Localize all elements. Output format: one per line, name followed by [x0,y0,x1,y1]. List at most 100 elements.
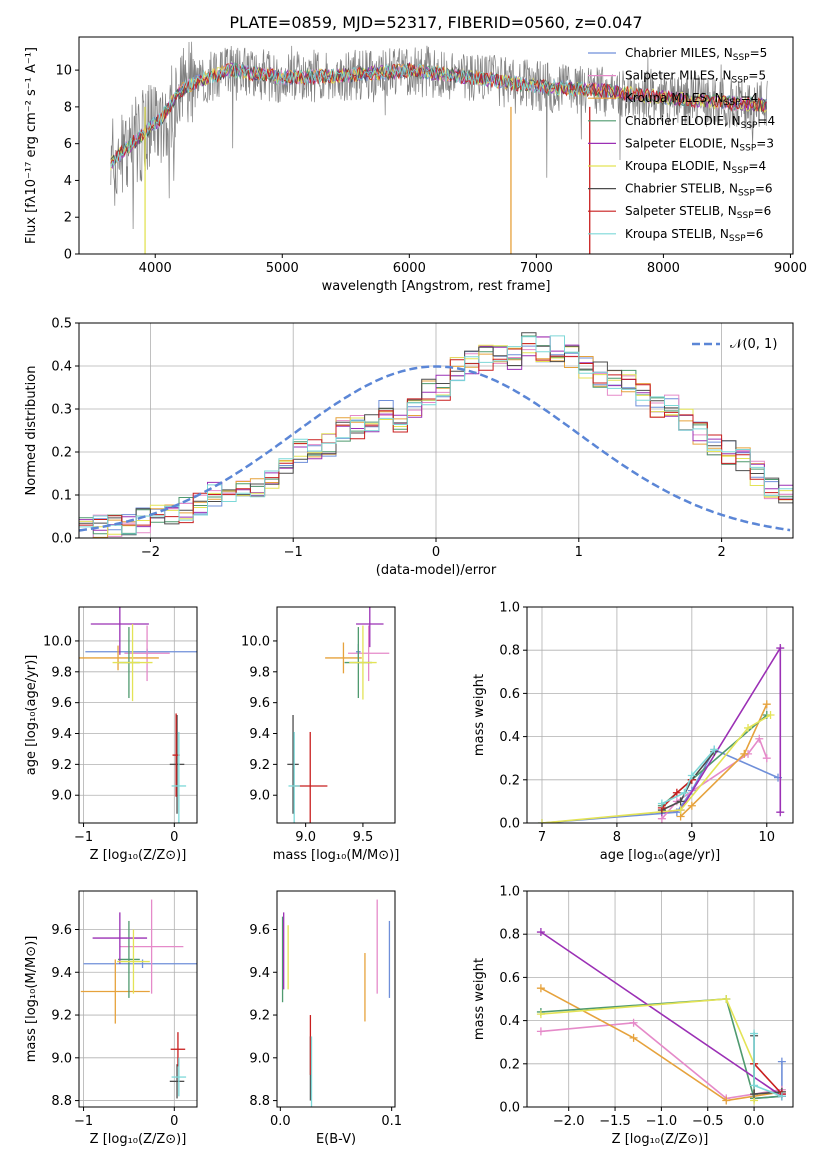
y-tick-label: 0.0 [499,817,520,832]
series-marker [776,808,785,817]
plot-area [287,607,390,823]
y-tick-label: 10.0 [43,634,72,649]
axes-frame [276,890,396,1108]
series-marker [687,771,696,780]
axes-frame [526,606,794,824]
y-axis-label: age [log₁₀(age/yr)] [24,655,39,776]
series-marker [750,1029,759,1038]
y-tick-label: 0.3 [51,403,72,418]
y-tick-label: 9.4 [51,727,72,742]
x-tick-label: −2 [141,545,160,560]
series-marker [766,711,775,719]
x-tick-label: −1.0 [646,1114,678,1129]
plot-area [281,899,391,1107]
y-tick-label: 0 [64,248,72,263]
series-marker [710,745,719,754]
y-tick-label: 0.2 [499,1057,520,1072]
y-tick-label: 9.4 [249,727,270,742]
spectrum-legend: Chabrier MILES, NSSP=5 Salpeter MILES, NS… [588,46,775,244]
series-marker [755,734,764,743]
y-tick-label: 4 [64,174,72,189]
series-marker [777,1092,786,1101]
histogram-step-8 [79,335,793,535]
y-tick-label: 9.6 [51,696,72,711]
x-tick-label: 4000 [139,261,172,276]
x-tick-label: 6000 [393,261,426,276]
x-axis-label: age [log₁₀(age/yr)] [600,848,721,863]
plot-area [110,41,768,254]
age-vs-mass-panel: 9.0 9.5 9.0 9.2 9.4 9.6 9.8 10.0 mass [log₁₀(M/M… [241,606,400,863]
y-axis-label: Flux [fλ10⁻¹⁷ erg cm⁻² s⁻¹ A⁻¹] [24,47,39,244]
figure-title: PLATE=0859, MJD=52317, FIBERID=0560, z=0… [229,13,642,32]
y-tick-label: 1.0 [499,885,520,900]
x-axis-label: E(B-V) [316,1132,356,1147]
y-tick-label: 9.0 [249,1051,270,1066]
y-tick-label: 0.6 [499,687,520,702]
x-tick-label: 2 [717,545,725,560]
spectrum-panel: 4000 5000 6000 7000 8000 9000 0 2 4 6 8 10 wavelengt… [24,36,807,294]
y-tick-label: 8 [64,100,72,115]
axes-frame [78,606,198,824]
mass-vs-metallicity-panel: −1 0 8.8 9.0 9.2 9.4 9.6 Z [log₁₀(Z/Z⊙)] mass [l… [24,890,198,1147]
legend-entry: Salpeter STELIB, NSSP=6 [625,204,771,221]
y-tick-label: 10.0 [241,634,270,649]
series-line-3 [540,998,782,1100]
y-axis-label: mass [log₁₀(M/M⊙)] [24,936,39,1063]
x-tick-label: 10 [759,830,776,845]
massweight-vs-metallicity-panel: −2.0 −1.5 −1.0 −0.5 0.0 0.0 0.2 0.4 0.6 0.8 1.0 Z [… [472,885,794,1147]
series-marker [536,928,545,937]
series-marker [777,1057,786,1066]
histogram-step-6 [79,332,793,536]
plot-area [537,644,785,823]
model-spectrum-5 [110,63,767,171]
y-axis-label: mass weight [472,674,487,756]
series-line-8 [661,749,715,805]
legend-entry: Salpeter MILES, NSSP=5 [625,69,766,86]
x-axis-label: Z [log₁₀(Z/Z⊙)] [90,848,187,863]
x-tick-label: −1 [284,545,303,560]
y-tick-label: 9.6 [249,923,270,938]
x-tick-label: −1 [74,830,93,845]
y-tick-label: 6 [64,137,72,152]
series-marker [750,1081,759,1090]
x-tick-label: 9.5 [353,830,374,845]
series-marker [740,749,749,758]
x-tick-label: 8000 [647,261,680,276]
x-tick-label: 9 [688,830,696,845]
series-marker [676,797,685,806]
y-tick-label: 0.0 [51,532,72,547]
x-tick-label: 8 [613,830,621,845]
y-tick-label: 9.0 [51,1051,72,1066]
gauss-legend-label: 𝒩(0, 1) [730,337,777,352]
y-tick-label: 9.0 [51,789,72,804]
legend-entry: Chabrier ELODIE, NSSP=4 [625,114,775,131]
series-marker [672,788,681,797]
series-marker [750,1090,759,1099]
axes-frame [526,890,794,1108]
y-tick-label: 0.4 [51,360,72,375]
massweight-vs-age-panel: 7 8 9 10 0.0 0.2 0.4 0.6 0.8 1.0 age [log₁₀(age/yr… [472,601,794,863]
residuals-panel: −2 −1 0 1 2 0.0 0.1 0.2 0.3 0.4 0.5 (data-model)/er… [24,317,794,578]
x-tick-label: 9000 [774,261,807,276]
plot-area [79,607,197,823]
y-axis-label: mass weight [472,958,487,1040]
series-marker [537,819,546,823]
x-tick-label: 1 [575,545,583,560]
x-tick-label: −1 [74,1114,93,1129]
data-spectrum-line [110,41,768,230]
y-tick-label: 0.4 [499,730,520,745]
x-axis-label: (data-model)/error [376,563,497,578]
series-marker [762,700,771,709]
legend-entry: Chabrier MILES, NSSP=5 [625,46,767,63]
x-axis-label: mass [log₁₀(M/M⊙)] [273,848,400,863]
series-line-7 [753,1063,783,1095]
y-tick-label: 9.4 [51,966,72,981]
x-tick-label: 0.1 [381,1114,402,1129]
series-marker [536,984,545,993]
series-line-4 [661,645,782,813]
y-tick-label: 0.2 [51,446,72,461]
y-tick-label: 0.8 [499,928,520,943]
x-axis-label: Z [log₁₀(Z/Z⊙)] [612,1132,709,1147]
plot-area [536,928,786,1105]
series-line-2 [680,703,768,818]
